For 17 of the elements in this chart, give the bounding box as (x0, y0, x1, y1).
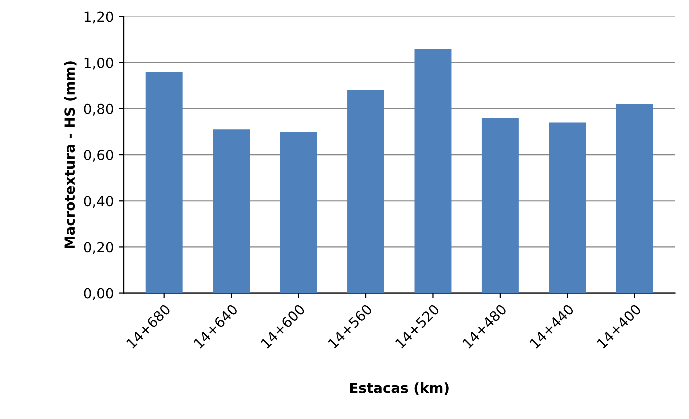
bar (549, 122, 586, 294)
bar (348, 90, 384, 294)
bar (213, 130, 250, 294)
y-tick-label: 1,00 (84, 58, 114, 70)
y-tick-label: 0,80 (84, 104, 114, 116)
y-tick-label: 0,40 (84, 196, 114, 208)
bar (482, 118, 519, 294)
bar (280, 132, 318, 294)
y-axis-title: Macrotextura - HS (mm) (64, 62, 77, 248)
y-tick-label: 0,60 (84, 150, 114, 162)
bar (616, 104, 654, 294)
bar (146, 72, 183, 294)
y-tick-label: 1,20 (84, 12, 114, 24)
y-tick-label: 0,00 (84, 288, 114, 300)
bar (414, 49, 452, 294)
x-axis-title: Estacas (km) (350, 382, 449, 395)
y-tick-label: 0,20 (84, 242, 114, 254)
